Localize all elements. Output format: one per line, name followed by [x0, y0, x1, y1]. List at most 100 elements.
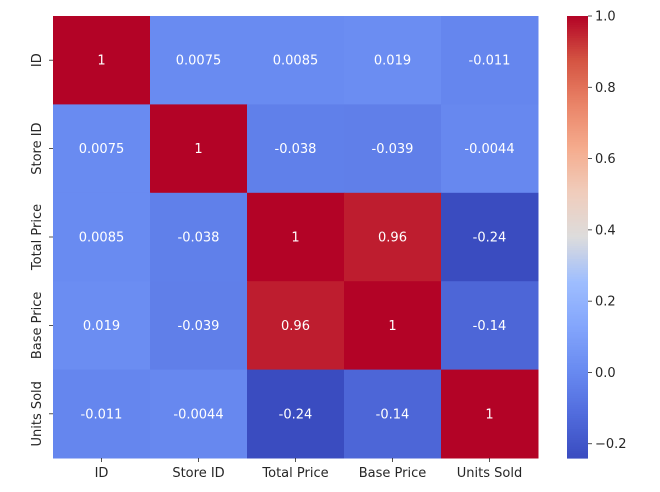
colorbar-segment	[567, 99, 588, 103]
colorbar-segment	[567, 126, 588, 130]
colorbar-segment	[567, 232, 588, 236]
heatmap-cell	[441, 192, 539, 282]
colorbar-segment	[567, 345, 588, 349]
colorbar-segment	[567, 55, 588, 59]
colorbar-segment	[567, 416, 588, 419]
colorbar-segment	[567, 435, 588, 439]
colorbar-segment	[567, 228, 588, 231]
heatmap-cell	[150, 281, 248, 371]
colorbar-segment	[567, 223, 588, 227]
colorbar-tick-label: 0.0	[595, 366, 616, 381]
colorbar-segment	[567, 267, 588, 271]
colorbar-segment	[567, 77, 588, 81]
colorbar-segment	[567, 135, 588, 139]
colorbar-tick-label: −0.2	[595, 437, 627, 452]
x-tick-label: Total Price	[261, 466, 328, 481]
colorbar-tick-label: 0.4	[595, 223, 616, 238]
colorbar-segment	[567, 51, 588, 55]
cell-value-label: -0.0044	[464, 142, 514, 157]
colorbar-segment	[567, 38, 588, 41]
colorbar-segment	[567, 336, 588, 340]
colorbar-segment	[567, 396, 588, 399]
colorbar-segment	[567, 44, 588, 48]
colorbar-segment	[567, 442, 588, 446]
colorbar-segment	[567, 283, 588, 287]
x-tick-label: Store ID	[172, 466, 224, 481]
colorbar-segment	[567, 290, 588, 293]
colorbar-segment	[567, 252, 588, 256]
colorbar-segment	[567, 179, 588, 183]
colorbar-segment	[567, 446, 588, 450]
colorbar-segment	[567, 130, 588, 134]
colorbar-segment	[567, 206, 588, 209]
colorbar-segment	[567, 243, 588, 247]
colorbar-segment	[567, 150, 588, 154]
heatmap-cell	[441, 104, 539, 194]
colorbar-segment	[567, 177, 588, 181]
heatmap-cell	[53, 281, 151, 371]
cell-value-label: 1	[97, 54, 105, 69]
colorbar-segment	[567, 334, 588, 338]
colorbar-segment	[567, 175, 588, 178]
colorbar-segment	[567, 325, 588, 329]
cell-value-label: -0.011	[469, 54, 511, 69]
colorbar-segment	[567, 347, 588, 351]
colorbar-segment	[567, 354, 588, 357]
heatmap-cell	[247, 281, 345, 371]
y-tick-label: Units Sold	[30, 381, 45, 446]
colorbar-segment	[567, 340, 588, 344]
colorbar-segment	[567, 57, 588, 61]
colorbar-segment	[567, 356, 588, 360]
colorbar-segment	[567, 111, 588, 114]
colorbar-segment	[567, 367, 588, 371]
colorbar-segment	[567, 102, 588, 105]
colorbar-segment	[567, 97, 588, 101]
colorbar-segment	[567, 332, 588, 335]
colorbar-segment	[567, 42, 588, 46]
colorbar-segment	[567, 398, 588, 402]
colorbar-segment	[567, 219, 588, 223]
colorbar-segment	[567, 155, 588, 159]
colorbar-segment	[567, 393, 588, 397]
colorbar-segment	[567, 115, 588, 119]
colorbar-segment	[567, 329, 588, 333]
colorbar-tick-label: 0.8	[595, 81, 616, 96]
colorbar-segment	[567, 186, 588, 189]
colorbar-segment	[567, 217, 588, 220]
colorbar-segment	[567, 80, 588, 83]
heatmap-cells	[53, 16, 539, 459]
heatmap-cell	[150, 16, 248, 105]
colorbar-segment	[567, 248, 588, 251]
cell-value-label: -0.14	[473, 319, 507, 334]
colorbar-segment	[567, 272, 588, 276]
colorbar-segment	[567, 117, 588, 121]
heatmap-cell	[247, 104, 345, 194]
colorbar-segment	[567, 148, 588, 152]
colorbar-segment	[567, 427, 588, 430]
colorbar-segment	[567, 402, 588, 406]
colorbar-segment	[567, 438, 588, 441]
colorbar-segment	[567, 210, 588, 214]
colorbar-segment	[567, 316, 588, 320]
y-tick-label: Total Price	[30, 204, 45, 271]
colorbar-segment	[567, 95, 588, 99]
colorbar-segment	[567, 292, 588, 296]
cell-value-label: -0.039	[178, 319, 220, 334]
heatmap-cell-labels: 1 0.0075 0.0085 0.019 -0.011 0.0075 1 -0.038 -0.…	[79, 54, 515, 423]
colorbar-segment	[567, 391, 588, 395]
cell-value-label: -0.039	[372, 142, 414, 157]
colorbar-segment	[567, 157, 588, 161]
colorbar-segment	[567, 274, 588, 278]
colorbar-segment	[567, 170, 588, 174]
colorbar-segment	[567, 53, 588, 57]
colorbar-segment	[567, 75, 588, 79]
colorbar-segment	[567, 214, 588, 218]
heatmap-cell	[150, 369, 248, 459]
colorbar-segment	[567, 307, 588, 311]
colorbar-segment	[567, 197, 588, 201]
cell-value-label: -0.0044	[173, 407, 223, 422]
colorbar-segment	[567, 164, 588, 167]
colorbar-segment	[567, 409, 588, 413]
colorbar-segment	[567, 234, 588, 238]
